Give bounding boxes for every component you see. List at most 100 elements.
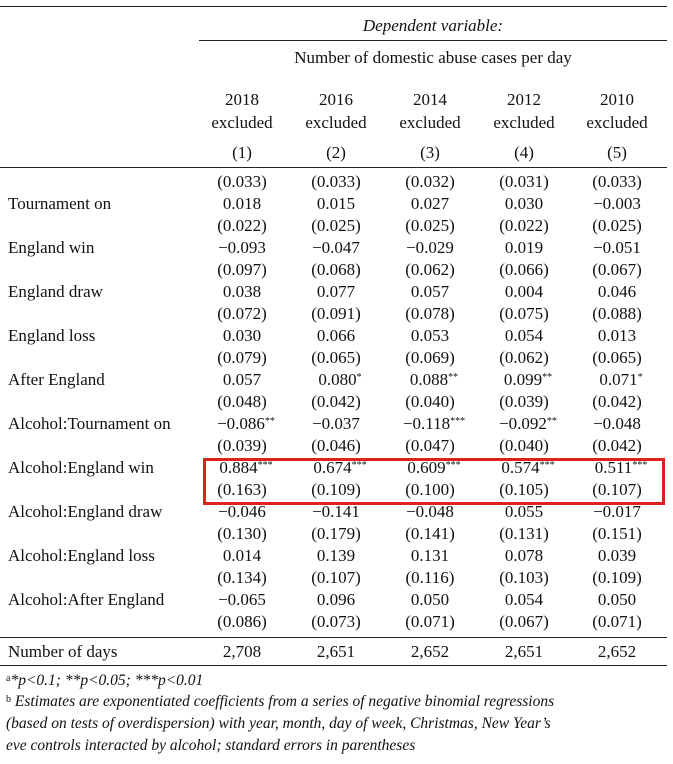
column-year: 2010 [600, 90, 634, 109]
coef-cell: −0.065 [192, 590, 292, 610]
note-a: a*p<0.1; **p<0.05; ***p<0.01 [6, 670, 203, 691]
se-cell: (0.068) [311, 260, 361, 279]
number-of-days-label: Number of days [8, 642, 118, 661]
dependent-variable-caption: Dependent variable: [362, 16, 504, 35]
coef-value: −0.029 [406, 238, 454, 257]
coef-cell: 0.013 [567, 326, 667, 346]
coef-cell: −0.092** [478, 414, 578, 434]
top-se-cell: (0.033) [311, 172, 361, 191]
coef-value: 0.088 [409, 370, 449, 389]
coef-value: 0.066 [316, 326, 356, 345]
footer-top-rule [0, 637, 667, 638]
highlight-box [203, 458, 665, 505]
se-cell: (0.067) [499, 612, 549, 631]
coef-cell: −0.093 [192, 238, 292, 258]
se-cell: (0.130) [217, 524, 267, 543]
column-number: (2) [326, 143, 346, 162]
se-cell: (0.116) [405, 568, 455, 587]
se-cell: (0.047) [405, 436, 455, 455]
column-excluded: excluded [586, 113, 648, 132]
significance-stars: *** [539, 460, 555, 471]
coef-value: 0.050 [597, 590, 637, 609]
se-cell: (0.025) [405, 216, 455, 235]
se-cell: (0.040) [499, 436, 549, 455]
significance-stars: * [637, 372, 643, 383]
se-cell: (0.078) [405, 304, 455, 323]
coef-value: 0.014 [222, 546, 262, 565]
coef-cell: 0.055 [474, 502, 574, 522]
top-se-cell: (0.033) [592, 172, 642, 191]
coef-value: 0.884 [219, 458, 258, 477]
row-label: England loss [8, 326, 96, 345]
significance-stars: *** [450, 416, 466, 427]
coef-cell: 0.077 [286, 282, 386, 302]
note-a-text: *p<0.1; **p<0.05; ***p<0.01 [10, 672, 204, 689]
coef-value: 0.019 [504, 238, 544, 257]
top-se-cell: (0.032) [405, 172, 455, 191]
se-cell: (0.141) [405, 524, 455, 543]
se-cell: (0.105) [499, 480, 549, 499]
days-cell: 2,708 [222, 642, 262, 661]
coef-value: 0.057 [222, 370, 262, 389]
row-label: Alcohol:After England [8, 590, 165, 609]
coef-value: 0.080 [318, 370, 357, 389]
coef-cell: 0.057 [192, 370, 292, 390]
note-b-line2-text: (based on tests of overdispersion) with … [6, 715, 551, 732]
coef-value: 0.013 [597, 326, 637, 345]
coef-cell: −0.037 [286, 414, 386, 434]
coef-value: 0.030 [504, 194, 544, 213]
coef-value: 0.139 [316, 546, 356, 565]
row-label: Tournament on [8, 194, 112, 213]
days-cell: 2,652 [597, 642, 637, 661]
note-a-marker: a [6, 673, 11, 684]
se-cell: (0.088) [592, 304, 642, 323]
days-cell: 2,652 [410, 642, 450, 661]
se-cell: (0.040) [405, 392, 455, 411]
coef-cell: 0.027 [380, 194, 480, 214]
coef-value: 0.078 [504, 546, 544, 565]
column-number: (5) [607, 143, 627, 162]
coef-cell: 0.030 [474, 194, 574, 214]
footer-bottom-rule [0, 665, 667, 666]
coef-value: −0.046 [218, 502, 266, 521]
coef-cell: −0.047 [286, 238, 386, 258]
se-cell: (0.071) [405, 612, 455, 631]
coef-value: 0.511 [594, 458, 633, 477]
column-number: (1) [232, 143, 252, 162]
header-bottom-rule [0, 167, 667, 168]
coef-value: 0.050 [410, 590, 450, 609]
se-cell: (0.048) [217, 392, 267, 411]
note-b-line2: (based on tests of overdispersion) with … [6, 713, 551, 734]
coef-cell: 0.609*** [384, 458, 484, 478]
coef-value: −0.141 [312, 502, 360, 521]
coef-cell: −0.048 [380, 502, 480, 522]
coef-cell: 0.574*** [478, 458, 578, 478]
row-label: After England [8, 370, 105, 389]
coef-cell: 0.511*** [571, 458, 671, 478]
coef-value: −0.017 [593, 502, 641, 521]
se-cell: (0.042) [592, 436, 642, 455]
se-cell: (0.109) [592, 568, 642, 587]
coef-value: 0.077 [316, 282, 356, 301]
se-cell: (0.025) [311, 216, 361, 235]
coef-cell: 0.066 [286, 326, 386, 346]
se-cell: (0.069) [405, 348, 455, 367]
coef-value: 0.674 [313, 458, 352, 477]
coef-value: 0.027 [410, 194, 450, 213]
coef-cell: 0.088** [384, 370, 484, 390]
coef-cell: −0.046 [192, 502, 292, 522]
coef-value: −0.118 [402, 414, 451, 433]
se-cell: (0.097) [217, 260, 267, 279]
top-se-cell: (0.033) [217, 172, 267, 191]
top-rule [0, 6, 667, 7]
significance-stars: ** [264, 416, 275, 427]
coef-cell: 0.018 [192, 194, 292, 214]
row-label: England draw [8, 282, 103, 301]
coef-value: 0.055 [504, 502, 544, 521]
top-se-cell: (0.031) [499, 172, 549, 191]
coef-cell: 0.046 [567, 282, 667, 302]
se-cell: (0.025) [592, 216, 642, 235]
se-cell: (0.091) [311, 304, 361, 323]
coef-value: 0.053 [410, 326, 450, 345]
coef-cell: 0.139 [286, 546, 386, 566]
